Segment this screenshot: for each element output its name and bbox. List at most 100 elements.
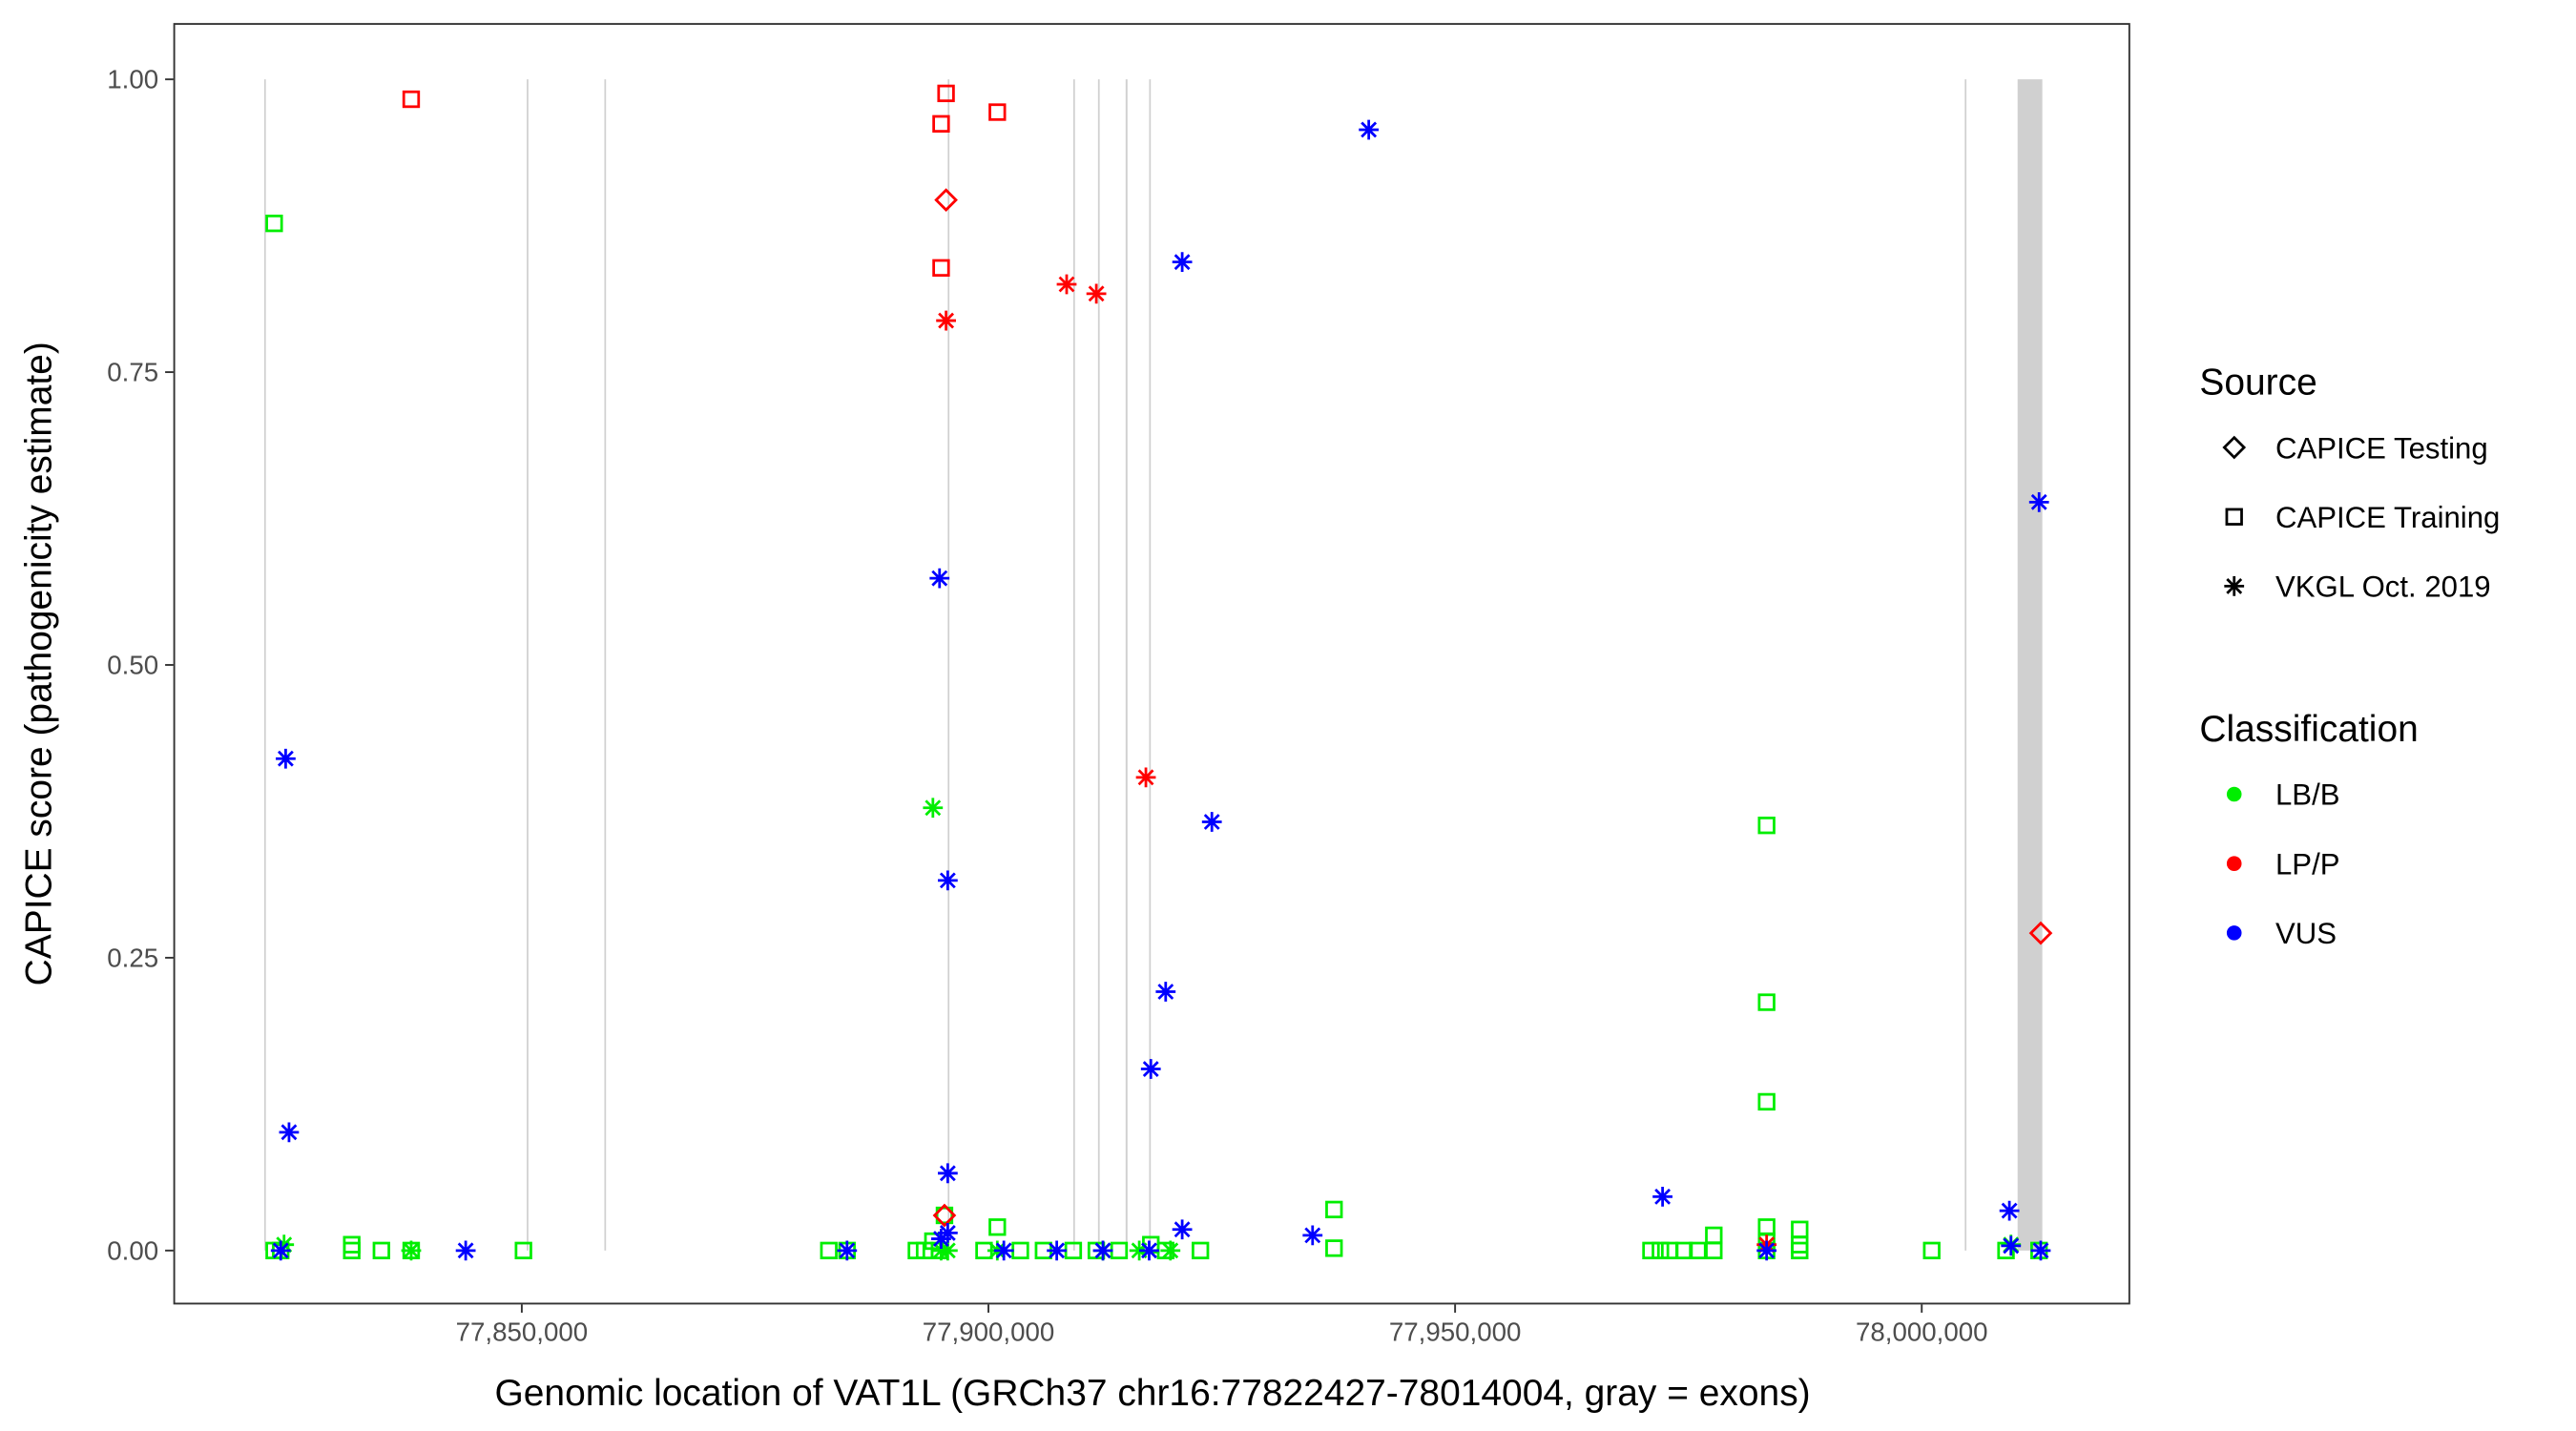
data-point-vkgl — [401, 1240, 422, 1261]
exon-band — [1125, 79, 1128, 1251]
data-point-training — [343, 1241, 361, 1260]
exon-band — [1072, 79, 1075, 1251]
data-point-training — [1791, 1241, 1809, 1260]
y-tick-label: 1.00 — [107, 65, 158, 94]
data-point-training — [1757, 993, 1776, 1011]
data-point-vkgl — [1359, 119, 1380, 140]
data-point-vkgl — [1056, 274, 1077, 295]
data-point-vkgl — [270, 1240, 291, 1261]
x-axis: 77,850,000 77,900,000 77,950,000 78,000,000 — [456, 1304, 1988, 1346]
legend-key-dot — [2226, 786, 2242, 802]
data-point-vkgl — [1092, 1240, 1113, 1261]
legend-key-dot — [2226, 856, 2242, 871]
exon-band — [2017, 79, 2043, 1251]
data-point-vkgl — [2030, 1240, 2051, 1261]
data-point-training — [1705, 1241, 1723, 1260]
legend: Source Classification CAPICE Testing CAPI… — [2199, 363, 2500, 950]
data-point-training — [1642, 1241, 1660, 1260]
legend-label-training: CAPICE Training — [2275, 501, 2500, 534]
exon-bands — [263, 79, 2043, 1251]
data-point-training — [1325, 1200, 1343, 1219]
data-point-testing — [932, 1203, 957, 1228]
data-point-vkgl — [1172, 252, 1193, 273]
legend-label-class: LP/P — [2275, 847, 2340, 881]
data-point-vkgl — [1172, 1219, 1193, 1240]
legend-key-dot — [2226, 925, 2242, 941]
exon-band — [1097, 79, 1100, 1251]
data-point-training — [937, 84, 955, 103]
data-point-training — [1922, 1241, 1941, 1260]
data-point-vkgl — [276, 748, 296, 769]
y-tick-label: 0.50 — [107, 651, 158, 680]
x-tick-label: 78,000,000 — [1856, 1317, 1988, 1346]
data-point-training — [514, 1241, 532, 1260]
data-point-training — [932, 259, 950, 277]
exon-band — [263, 79, 266, 1251]
y-tick-label: 0.25 — [107, 943, 158, 972]
x-tick-label: 77,950,000 — [1389, 1317, 1522, 1346]
exon-band — [1149, 79, 1152, 1251]
data-point-vkgl — [923, 798, 944, 819]
data-point-training — [372, 1241, 390, 1260]
legend-title-source: Source — [2199, 363, 2316, 404]
exon-band — [947, 79, 950, 1251]
data-point-training — [1192, 1241, 1210, 1260]
legend-title-classification: Classification — [2199, 709, 2418, 750]
data-point-vkgl — [2028, 491, 2049, 512]
data-point-vkgl — [1135, 767, 1156, 788]
data-point-training — [1652, 1241, 1670, 1260]
data-point-training — [1757, 817, 1776, 835]
x-axis-title: Genomic location of VAT1L (GRCh37 chr16:… — [494, 1373, 1810, 1414]
data-point-vkgl — [1155, 982, 1176, 1002]
x-tick-label: 77,900,000 — [923, 1317, 1055, 1346]
data-point-training — [265, 214, 283, 233]
data-point-vkgl — [993, 1240, 1014, 1261]
data-point-vkgl — [455, 1240, 476, 1261]
data-point-training — [1325, 1239, 1343, 1257]
legend-label-testing: CAPICE Testing — [2275, 431, 2488, 465]
data-point-vkgl — [1140, 1059, 1161, 1079]
plot-panel-border — [173, 23, 2130, 1305]
legend-label-class: VUS — [2275, 917, 2337, 950]
y-tick-label: 0.75 — [107, 358, 158, 387]
data-point-vkgl — [274, 1234, 295, 1255]
data-point-testing — [2028, 921, 2053, 945]
data-point-training — [932, 114, 950, 133]
data-point-training — [402, 90, 421, 109]
y-axis-title: CAPICE score (pathogenicity estimate) — [19, 342, 60, 985]
data-point-training — [1757, 1092, 1776, 1111]
data-point-vkgl — [1302, 1225, 1323, 1246]
data-point-vkgl — [1999, 1200, 2020, 1221]
exon-band — [604, 79, 607, 1251]
data-point-vkgl — [1652, 1186, 1672, 1207]
data-point-vkgl — [1756, 1240, 1777, 1261]
data-point-vkgl — [1201, 812, 1222, 832]
data-point-vkgl — [279, 1122, 300, 1143]
data-point-training — [935, 1206, 954, 1225]
data-point-vkgl — [1160, 1240, 1181, 1261]
data-point-vkgl — [837, 1240, 858, 1261]
x-tick-label: 77,850,000 — [456, 1317, 589, 1346]
y-tick-label: 0.00 — [107, 1235, 158, 1265]
data-point-training — [1997, 1241, 2015, 1260]
data-points — [265, 84, 2053, 1261]
data-point-vkgl — [1086, 283, 1107, 304]
exon-band — [527, 79, 529, 1251]
data-point-training — [988, 1218, 1007, 1236]
data-point-vkgl — [936, 310, 956, 331]
exon-band — [1964, 79, 1967, 1251]
data-point-vkgl — [929, 568, 950, 589]
data-point-vkgl — [2001, 1235, 2022, 1256]
y-axis: 0.00 0.25 0.50 0.75 1.00 — [107, 65, 174, 1265]
data-point-vkgl — [1047, 1240, 1068, 1261]
data-point-training — [988, 103, 1007, 121]
legend-key-training — [2225, 508, 2243, 526]
legend-key-testing — [2222, 435, 2247, 460]
data-point-vkgl — [931, 1229, 951, 1249]
legend-label-class: LB/B — [2275, 778, 2340, 812]
data-point-vkgl — [937, 1240, 958, 1261]
data-point-testing — [934, 188, 958, 212]
legend-key-vkgl — [2224, 576, 2245, 596]
data-point-vkgl — [937, 1163, 958, 1184]
